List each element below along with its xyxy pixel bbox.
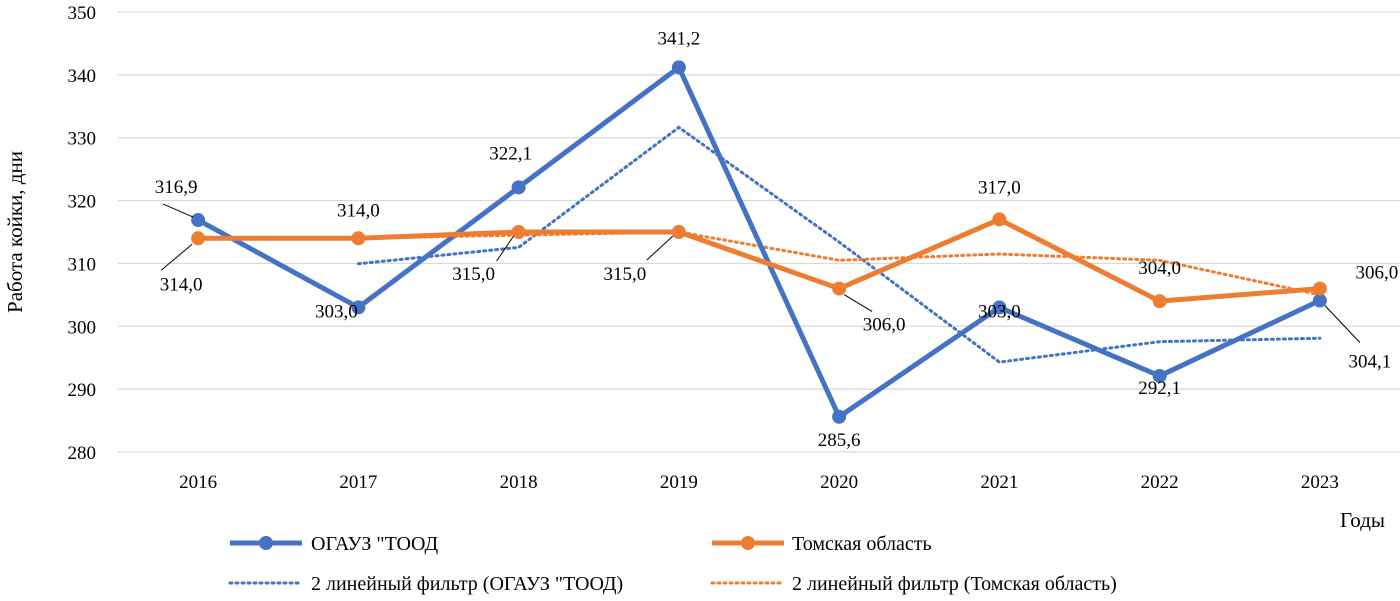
- data-label-series-2: 304,0: [1138, 258, 1181, 279]
- series-1-point: [671, 60, 686, 75]
- data-label-series-2: 315,0: [604, 264, 647, 285]
- data-label-series-1: 292,1: [1138, 378, 1181, 399]
- x-tick-label: 2023: [1301, 472, 1339, 493]
- y-tick-label: 320: [68, 192, 97, 213]
- series-2-point: [511, 225, 526, 239]
- data-label-series-1: 285,6: [818, 430, 861, 451]
- data-label-series-1: 304,1: [1349, 352, 1392, 373]
- series-1-point: [191, 213, 206, 228]
- y-tick-label: 350: [68, 3, 97, 24]
- legend: ОГАУЗ "ТООД Томская область 2 линейный ф…: [228, 533, 1117, 595]
- x-tick-label: 2022: [1141, 472, 1179, 493]
- x-tick-label: 2021: [980, 472, 1018, 493]
- y-tick-label: 300: [68, 317, 97, 338]
- series-1-point: [511, 180, 526, 195]
- label-leader-line: [162, 203, 194, 218]
- data-label-series-2: 306,0: [1356, 263, 1399, 284]
- y-tick-label: 280: [68, 443, 97, 464]
- x-tick-label: 2016: [179, 472, 217, 493]
- series-2-point: [1152, 294, 1167, 309]
- data-label-series-2: 315,0: [452, 264, 495, 285]
- data-label-series-2: 306,0: [863, 315, 906, 336]
- series-2-point: [351, 231, 366, 246]
- legend-label-series-2: Томская область: [792, 533, 932, 555]
- x-tick-label: 2017: [339, 472, 377, 493]
- label-leader-lines: [160, 203, 1361, 343]
- legend-label-trend-1: 2 линейный фильтр (ОГАУЗ "ТООД): [311, 573, 623, 595]
- series-2-point: [671, 225, 686, 239]
- legend-label-trend-2: 2 линейный фильтр (Томская область): [792, 573, 1117, 595]
- legend-marker-series-2: [741, 536, 755, 550]
- legend-label-series-1: ОГАУЗ "ТООД: [311, 533, 438, 555]
- trendline-1: [356, 125, 1322, 364]
- series-2-point: [191, 231, 206, 246]
- data-label-series-2: 314,0: [337, 200, 380, 221]
- x-axis-title: Годы: [1340, 508, 1385, 532]
- y-tick-label: 290: [68, 380, 97, 401]
- series-2-point: [832, 281, 847, 296]
- series-1-point: [832, 409, 847, 424]
- y-axis-tick-labels: 280 290 300 310 320 330 340 350: [68, 3, 97, 464]
- label-leader-line: [496, 235, 515, 262]
- series-line-2: [198, 216, 1321, 304]
- x-tick-label: 2019: [660, 472, 698, 493]
- trendline-2: [356, 230, 1322, 297]
- label-leader-line: [646, 235, 674, 261]
- series-1-point: [351, 300, 366, 315]
- data-label-series-2: 314,0: [160, 274, 203, 295]
- y-axis-title: Работа койки, дни: [3, 151, 27, 313]
- data-label-series-1: 341,2: [658, 28, 701, 49]
- data-labels: 316,9 303,0 322,1 341,2 285,6 303,0 292,1 304,1…: [155, 28, 1399, 450]
- y-tick-label: 310: [68, 254, 97, 275]
- data-label-series-1: 316,9: [155, 177, 198, 198]
- series-2-point: [992, 212, 1007, 227]
- x-axis-tick-labels: 2016 2017 2018 2019 2020 2021 2022 2023: [179, 472, 1339, 493]
- label-leader-line: [843, 294, 873, 312]
- data-label-series-1: 322,1: [489, 143, 532, 164]
- y-tick-label: 340: [68, 66, 97, 87]
- label-leader-line: [160, 243, 193, 271]
- label-leader-line: [1324, 305, 1361, 343]
- series-1-point: [992, 300, 1007, 315]
- trendlines: [356, 125, 1322, 364]
- x-tick-label: 2018: [500, 472, 538, 493]
- data-label-series-1: 303,0: [978, 301, 1021, 322]
- series-2-point: [1312, 281, 1327, 296]
- legend-marker-series-1: [259, 536, 273, 550]
- series-line-1: [196, 64, 1321, 420]
- x-tick-label: 2020: [820, 472, 858, 493]
- gridlines: [118, 11, 1400, 453]
- data-label-series-1: 303,0: [315, 301, 358, 322]
- series-1-point: [1312, 293, 1327, 308]
- data-series: [191, 60, 1327, 424]
- data-label-series-2: 317,0: [978, 177, 1021, 198]
- series-1-point: [1152, 368, 1167, 383]
- y-tick-label: 330: [68, 129, 97, 150]
